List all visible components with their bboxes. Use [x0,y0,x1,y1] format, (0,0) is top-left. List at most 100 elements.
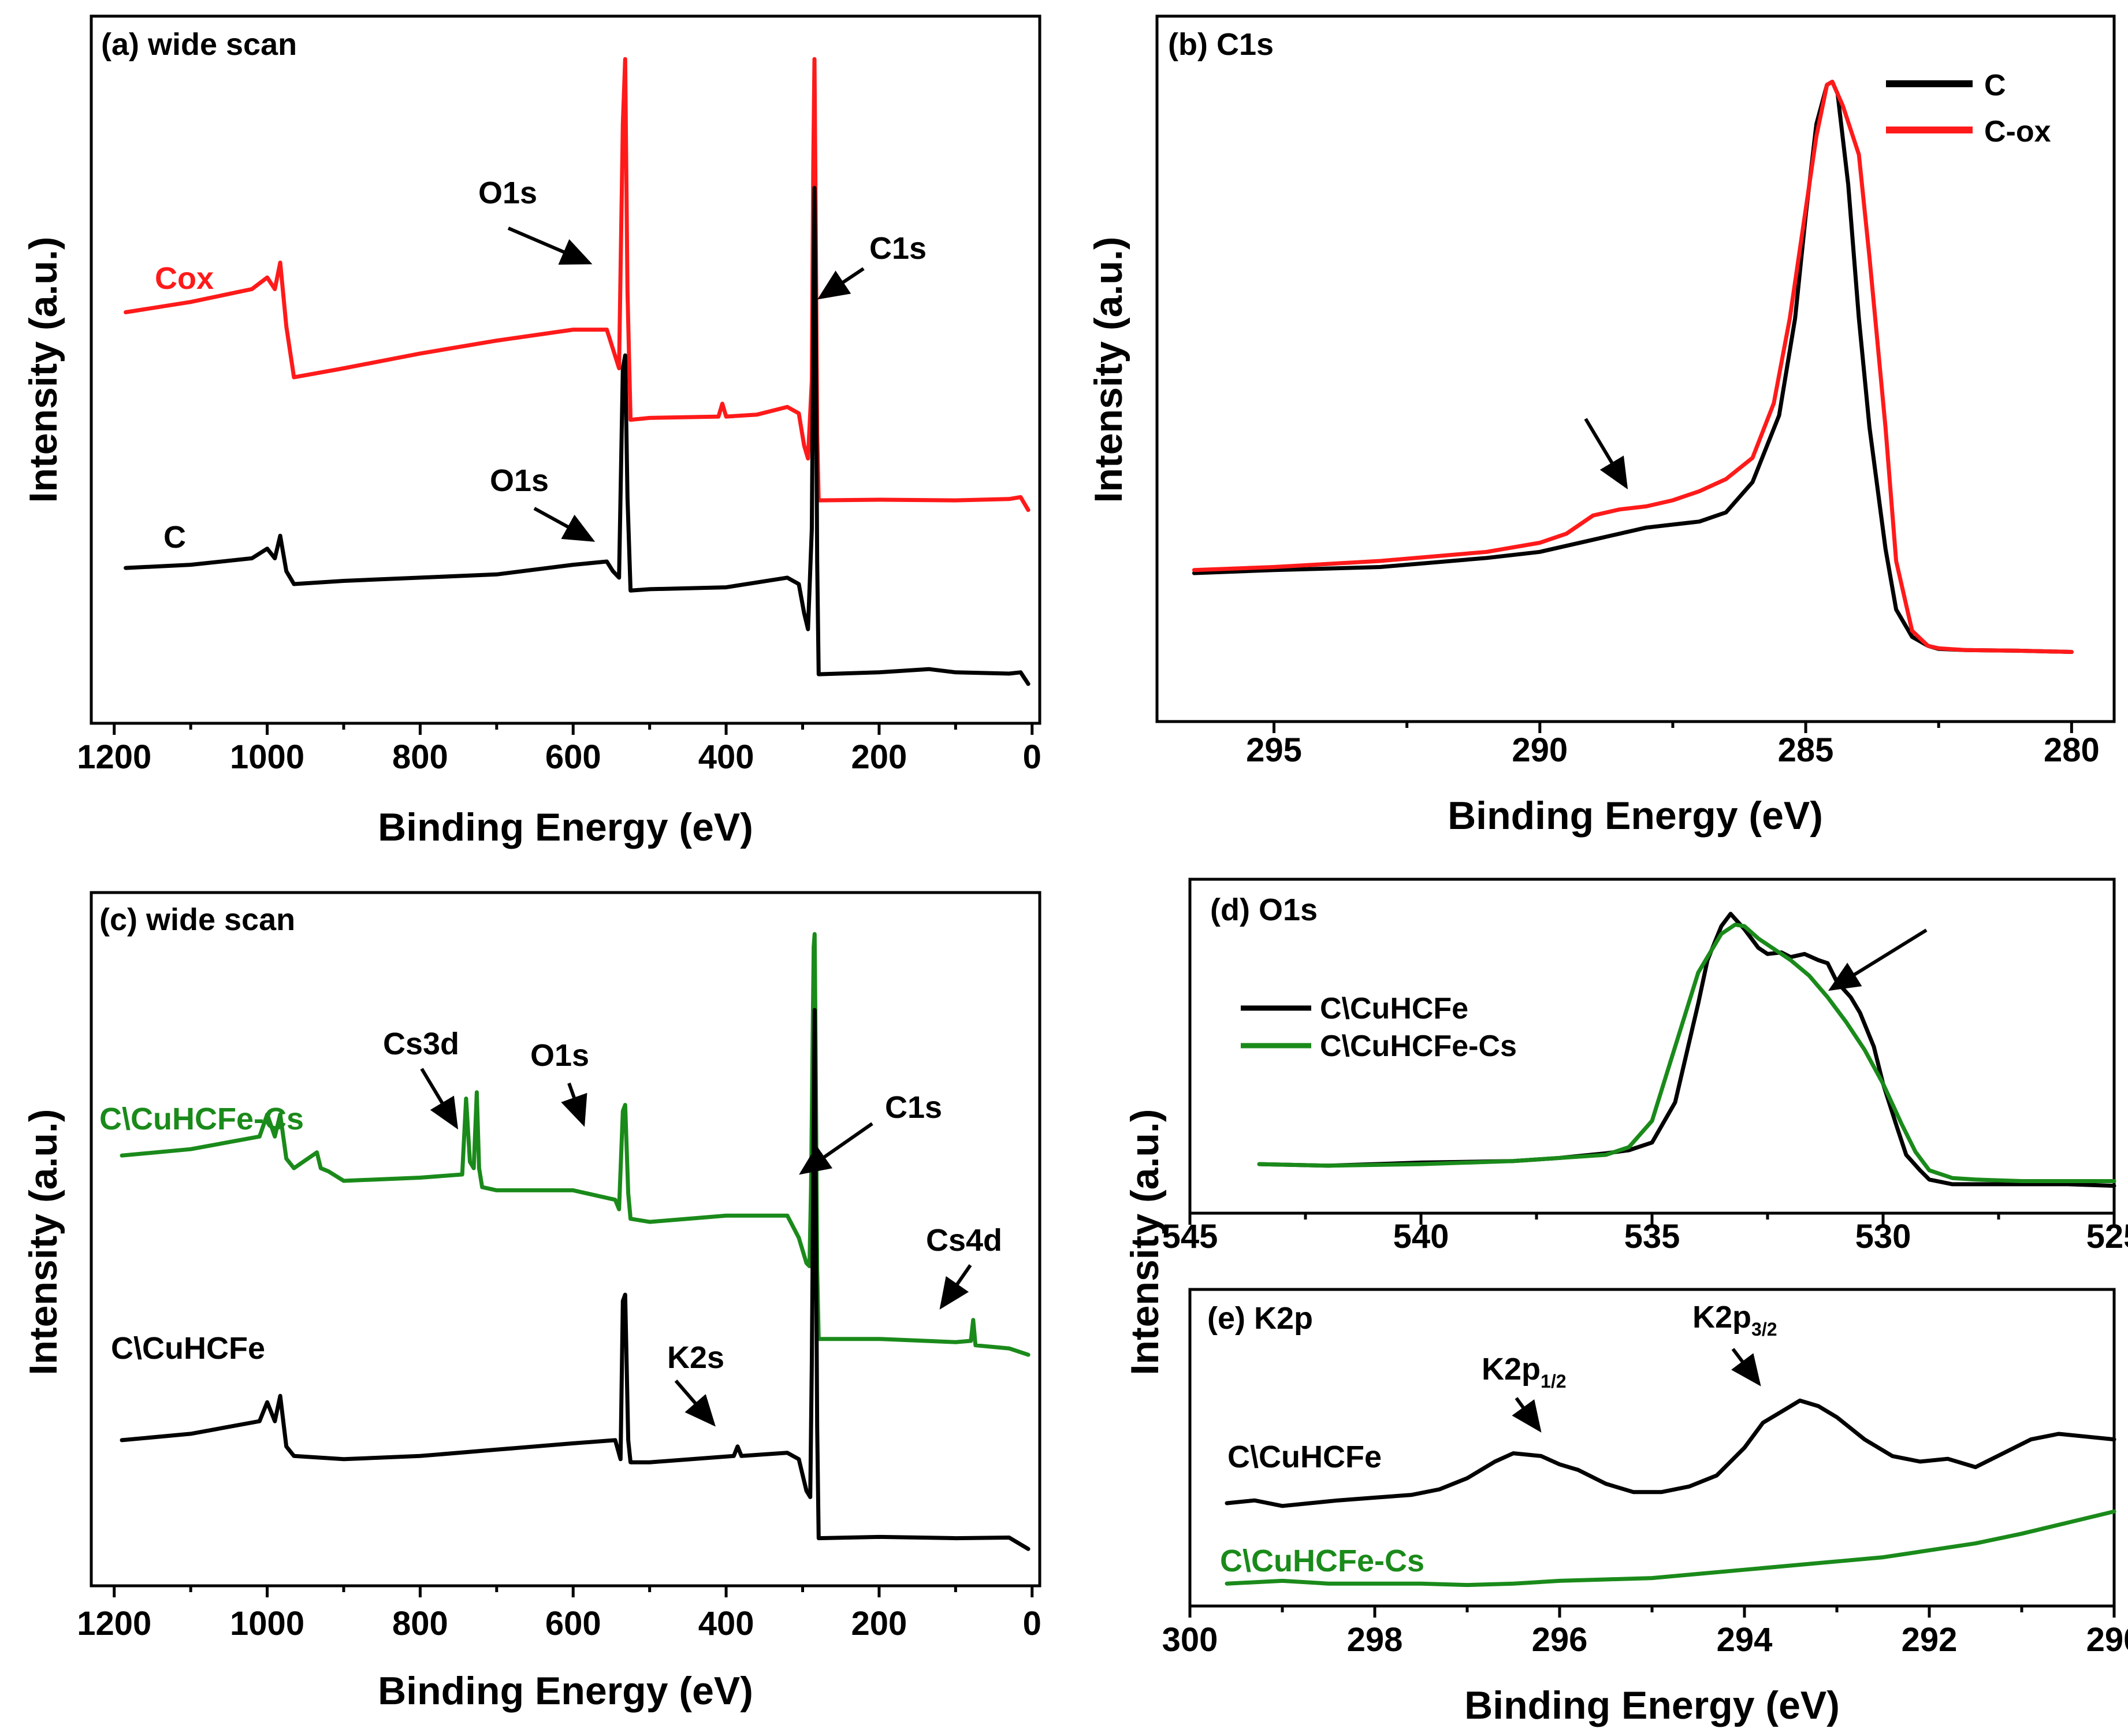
panel-b-frame [1155,14,2116,723]
panel-b-xticks: 295 290 285 280 [1246,722,2100,769]
panel-b-series [1192,80,2074,654]
panel-c-series [120,932,1030,1551]
x-tick-label-a-3: 600 [545,738,601,776]
series-line-a-1 [124,185,1030,686]
panel-b-legend: C C-ox [1886,69,2051,148]
series-label-cuhcfe: C\CuHCFe [111,1331,265,1366]
arrow-o1s-c-panel [561,1082,587,1127]
panel-a-wide-scan: (a) wide scan 1200 1000 800 600 400 200 0 Bind… [21,14,1041,849]
series-label-cox: Cox [155,261,214,296]
x-tick-label-c-4: 400 [698,1605,754,1642]
arrow-cs3d [420,1068,459,1130]
annotation-o1s-c: O1s [490,463,549,498]
panel-b-title: (b) C1s [1168,27,1274,62]
panel-de-ylabel: Intensity (a.u.) [1123,1109,1167,1376]
panel-e-series [1225,1398,2116,1588]
panel-d-o1s: (d) O1s 545 540 535 530 525 C\CuHCFe C\CuHCF… [1162,878,2128,1255]
series-line-d-1 [1257,923,2116,1183]
annotation-k2s: K2s [667,1340,724,1375]
panel-a-frame [90,14,1041,725]
annotation-cs4d: Cs4d [926,1223,1002,1258]
x-tick-label-b-1: 290 [1512,731,1568,769]
x-tick-label-c-6: 0 [1023,1605,1041,1642]
x-tick-label-b-2: 285 [1778,731,1834,769]
annotation-k2p-half-main: K2p [1482,1352,1541,1386]
x-tick-label-a-2: 800 [392,738,448,776]
panel-a-title: (a) wide scan [101,27,297,62]
annotation-k2p-three-half-sub: 3/2 [1751,1319,1777,1340]
x-tick-label-b-3: 280 [2044,731,2100,769]
panel-c-xlabel: Binding Energy (eV) [378,1669,753,1713]
arrow-c1s-c [799,1122,873,1175]
panel-d-series [1257,912,2116,1188]
x-tick-label-c-2: 800 [392,1605,448,1642]
x-tick-label-e-4: 292 [1902,1621,1958,1659]
panel-a-xticks: 1200 1000 800 600 400 200 0 [77,723,1041,776]
panel-b-c1s: (b) C1s 295 290 285 280 Binding Energy (eV)… [1087,14,2116,838]
annotation-o1s-cox: O1s [478,176,537,210]
x-tick-label-e-2: 296 [1532,1621,1588,1659]
x-tick-label-a-5: 200 [851,738,907,776]
x-tick-label-c-3: 600 [545,1605,601,1642]
x-tick-label-d-1: 540 [1393,1218,1449,1255]
annotation-k2p-three-half-main: K2p [1692,1300,1751,1334]
panel-a-ylabel: Intensity (a.u.) [21,237,65,503]
x-tick-label-d-4: 525 [2086,1218,2128,1255]
legend-label-c: C [1984,69,2006,102]
panel-b-xlabel: Binding Energy (eV) [1448,794,1823,838]
series-label-c: C [163,520,186,555]
series-line-a-0 [124,57,1030,512]
x-tick-label-a-0: 1200 [77,738,151,776]
arrow-cs4d [939,1264,972,1310]
panel-e-xticks: 300 298 296 294 292 290 [1162,1606,2128,1659]
annotation-cs3d: Cs3d [383,1027,459,1061]
arrow-k2p-three-half [1731,1348,1761,1386]
annotation-o1s-c: O1s [530,1038,589,1073]
annotation-c1s-c: C1s [885,1090,942,1125]
x-tick-label-a-4: 400 [698,738,754,776]
panel-e-title: (e) K2p [1207,1301,1313,1336]
x-tick-label-a-6: 0 [1023,738,1041,776]
annotation-k2p-half-sub: 1/2 [1541,1371,1566,1392]
x-tick-label-c-0: 1200 [77,1605,151,1642]
panel-c-ylabel: Intensity (a.u.) [21,1109,65,1376]
arrow-k2p-half [1512,1397,1542,1433]
panel-d-title: (d) O1s [1210,893,1318,927]
x-tick-label-c-5: 200 [851,1605,907,1642]
series-line-b-0 [1192,80,2074,654]
panel-c-xticks: 1200 1000 800 600 400 200 0 [77,1586,1041,1642]
panel-c-wide-scan: (c) wide scan 1200 1000 800 600 400 200 0 Bind… [21,891,1041,1713]
panel-e-xlabel: Binding Energy (eV) [1464,1683,1840,1727]
legend-label-cuhcfe-cs: C\CuHCFe-Cs [1320,1029,1517,1063]
x-tick-label-d-2: 535 [1624,1218,1680,1255]
series-line-e-0 [1225,1398,2116,1508]
x-tick-label-b-0: 295 [1246,731,1302,769]
series-label-e-cuhcfe: C\CuHCFe [1227,1440,1382,1474]
panel-c-title: (c) wide scan [99,902,295,937]
arrow-o1s-shoulder [1828,928,1928,991]
panel-d-legend: C\CuHCFe C\CuHCFe-Cs [1241,992,1517,1063]
panel-a-xlabel: Binding Energy (eV) [378,805,753,849]
x-tick-label-e-3: 294 [1717,1621,1773,1659]
arrow-k2s [674,1380,716,1427]
series-line-c-1 [120,1008,1030,1551]
x-tick-label-d-3: 530 [1855,1218,1911,1255]
series-label-e-cuhcfe-cs: C\CuHCFe-Cs [1220,1544,1424,1578]
x-tick-label-c-1: 1000 [230,1605,304,1642]
panel-a-series [124,57,1030,686]
arrow-o1s-cox [507,226,593,265]
legend-label-cuhcfe: C\CuHCFe [1320,992,1468,1025]
series-line-b-1 [1192,80,2074,654]
arrow-o1s-c [533,507,596,542]
x-tick-label-e-0: 300 [1162,1621,1218,1659]
series-line-e-1 [1225,1509,2116,1588]
panel-e-k2p: (e) K2p 300 298 296 294 292 290 Binding Energ… [1162,1288,2128,1727]
series-line-c-0 [120,932,1030,1357]
legend-label-c-ox: C-ox [1984,115,2051,148]
annotation-k2p-three-half: K2p3/2 [1692,1300,1777,1340]
x-tick-label-e-5: 290 [2086,1621,2128,1659]
panel-d-xticks: 545 540 535 530 525 [1162,1213,2128,1255]
x-tick-label-a-1: 1000 [230,738,304,776]
arrow-c1s [817,267,865,300]
